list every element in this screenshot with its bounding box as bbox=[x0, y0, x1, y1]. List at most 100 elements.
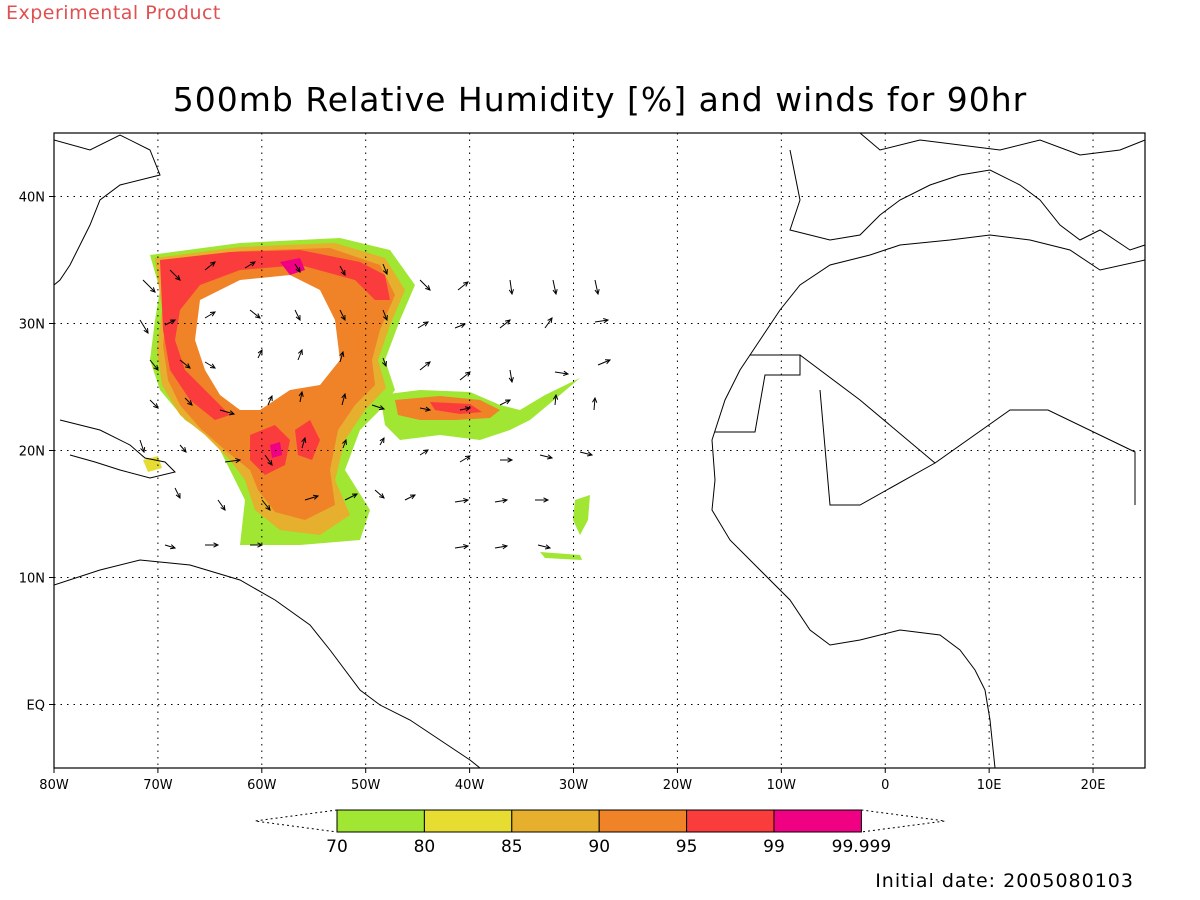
lon-label: 40W bbox=[455, 778, 485, 793]
wind-arrow bbox=[250, 542, 264, 548]
wind-arrow bbox=[257, 348, 263, 359]
lon-label: 80W bbox=[39, 778, 69, 793]
wind-arrow bbox=[499, 319, 511, 329]
wind-arrow bbox=[164, 544, 177, 550]
experimental-product-label: Experimental Product bbox=[6, 2, 221, 24]
wind-arrow bbox=[552, 393, 559, 406]
wind-arrow bbox=[179, 359, 191, 369]
wind-arrow bbox=[164, 319, 177, 326]
colorbar-swatch bbox=[686, 809, 775, 833]
humidity-region bbox=[430, 402, 482, 414]
wind-arrow bbox=[298, 390, 304, 403]
wind-arrow bbox=[459, 406, 472, 412]
lat-label: 30N bbox=[19, 318, 45, 333]
wind-arrow bbox=[404, 494, 417, 501]
wind-arrow bbox=[382, 263, 388, 276]
wind-arrow bbox=[205, 542, 220, 548]
wind-arrow bbox=[339, 309, 346, 322]
wind-arrow bbox=[454, 544, 470, 550]
wind-arrow bbox=[544, 317, 553, 329]
wind-arrow bbox=[149, 399, 159, 409]
wind-arrow bbox=[539, 454, 554, 460]
colorbar-label: 99.999 bbox=[832, 837, 891, 857]
coastline-caribbean bbox=[59, 419, 176, 479]
wind-arrow bbox=[494, 544, 509, 550]
wind-arrow bbox=[371, 404, 386, 411]
lon-label: 20E bbox=[1081, 778, 1106, 793]
wind-arrow bbox=[554, 370, 570, 376]
coastline-europe bbox=[789, 133, 1145, 251]
wind-arrow bbox=[264, 454, 273, 466]
colorbar-label: 70 bbox=[326, 837, 348, 857]
wind-arrow bbox=[499, 399, 512, 406]
colorbar-swatch bbox=[336, 809, 425, 833]
colorbar: 70 80 85 90 95 99 99.999 bbox=[254, 809, 946, 857]
wind-arrow bbox=[382, 309, 388, 322]
lon-label: 10W bbox=[767, 778, 797, 793]
wind-arrow bbox=[342, 438, 347, 449]
colorbar-label: 99 bbox=[763, 837, 785, 857]
wind-arrow bbox=[419, 279, 431, 291]
wind-arrow bbox=[341, 392, 347, 406]
wind-arrow bbox=[508, 279, 514, 296]
wind-arrow bbox=[204, 361, 216, 369]
wind-arrow bbox=[304, 494, 320, 501]
border-sahara bbox=[715, 354, 1136, 506]
wind-arrow bbox=[594, 318, 610, 324]
lon-label: 0 bbox=[881, 778, 889, 793]
wind-arrow bbox=[204, 261, 216, 271]
wind-arrow bbox=[169, 269, 181, 281]
wind-arrow bbox=[294, 309, 301, 322]
wind-arrow bbox=[139, 319, 149, 334]
wind-vectors bbox=[139, 261, 612, 550]
wind-arrow bbox=[174, 487, 181, 500]
grid-lines bbox=[54, 133, 1145, 768]
map-axes: 80W 70W 60W 50W 40W 30W 20W 10W 0 10E 20E 40N 30N 20N… bbox=[19, 191, 1106, 794]
wind-arrow bbox=[294, 263, 301, 273]
lat-label: 40N bbox=[19, 191, 45, 206]
lon-label: 60W bbox=[247, 778, 277, 793]
wind-arrow bbox=[419, 406, 432, 412]
wind-arrow bbox=[594, 279, 600, 296]
lat-label: 20N bbox=[19, 445, 45, 460]
wind-arrow bbox=[417, 321, 429, 329]
colorbar-label: 80 bbox=[414, 837, 436, 857]
wind-arrow bbox=[419, 449, 429, 456]
colorbar-label: 95 bbox=[676, 837, 698, 857]
humidity-shading bbox=[143, 238, 590, 560]
colorbar-label: 85 bbox=[501, 837, 523, 857]
wind-arrow bbox=[454, 498, 470, 504]
wind-arrow bbox=[142, 279, 156, 293]
wind-arrow bbox=[535, 497, 550, 503]
coastline-africa bbox=[711, 234, 1145, 768]
humidity-region bbox=[160, 250, 390, 420]
lat-label: 10N bbox=[19, 572, 45, 587]
humidity-region bbox=[573, 495, 590, 535]
lon-label: 30W bbox=[559, 778, 589, 793]
wind-arrow bbox=[261, 499, 271, 511]
colorbar-swatch bbox=[511, 809, 600, 833]
humidity-region bbox=[540, 552, 582, 560]
wind-arrow bbox=[537, 544, 552, 550]
wind-arrow bbox=[301, 436, 307, 449]
wind-arrow bbox=[267, 394, 273, 406]
colorbar-swatch bbox=[598, 809, 688, 833]
wind-arrow bbox=[508, 369, 514, 384]
wind-arrow bbox=[179, 444, 187, 453]
wind-arrow bbox=[339, 350, 345, 363]
wind-arrow bbox=[419, 361, 431, 371]
wind-arrow bbox=[339, 265, 346, 277]
wind-arrow bbox=[592, 396, 598, 411]
wind-arrow bbox=[297, 348, 303, 361]
wind-arrow bbox=[379, 437, 385, 446]
wind-arrow bbox=[579, 451, 594, 457]
wind-arrow bbox=[244, 261, 256, 269]
lat-label: EQ bbox=[27, 699, 45, 714]
wind-arrow bbox=[552, 279, 558, 296]
wind-arrow bbox=[204, 311, 216, 319]
wind-arrow bbox=[500, 457, 514, 463]
lon-label: 70W bbox=[143, 778, 173, 793]
coastline-north-america bbox=[54, 134, 161, 286]
wind-arrow bbox=[217, 499, 226, 511]
